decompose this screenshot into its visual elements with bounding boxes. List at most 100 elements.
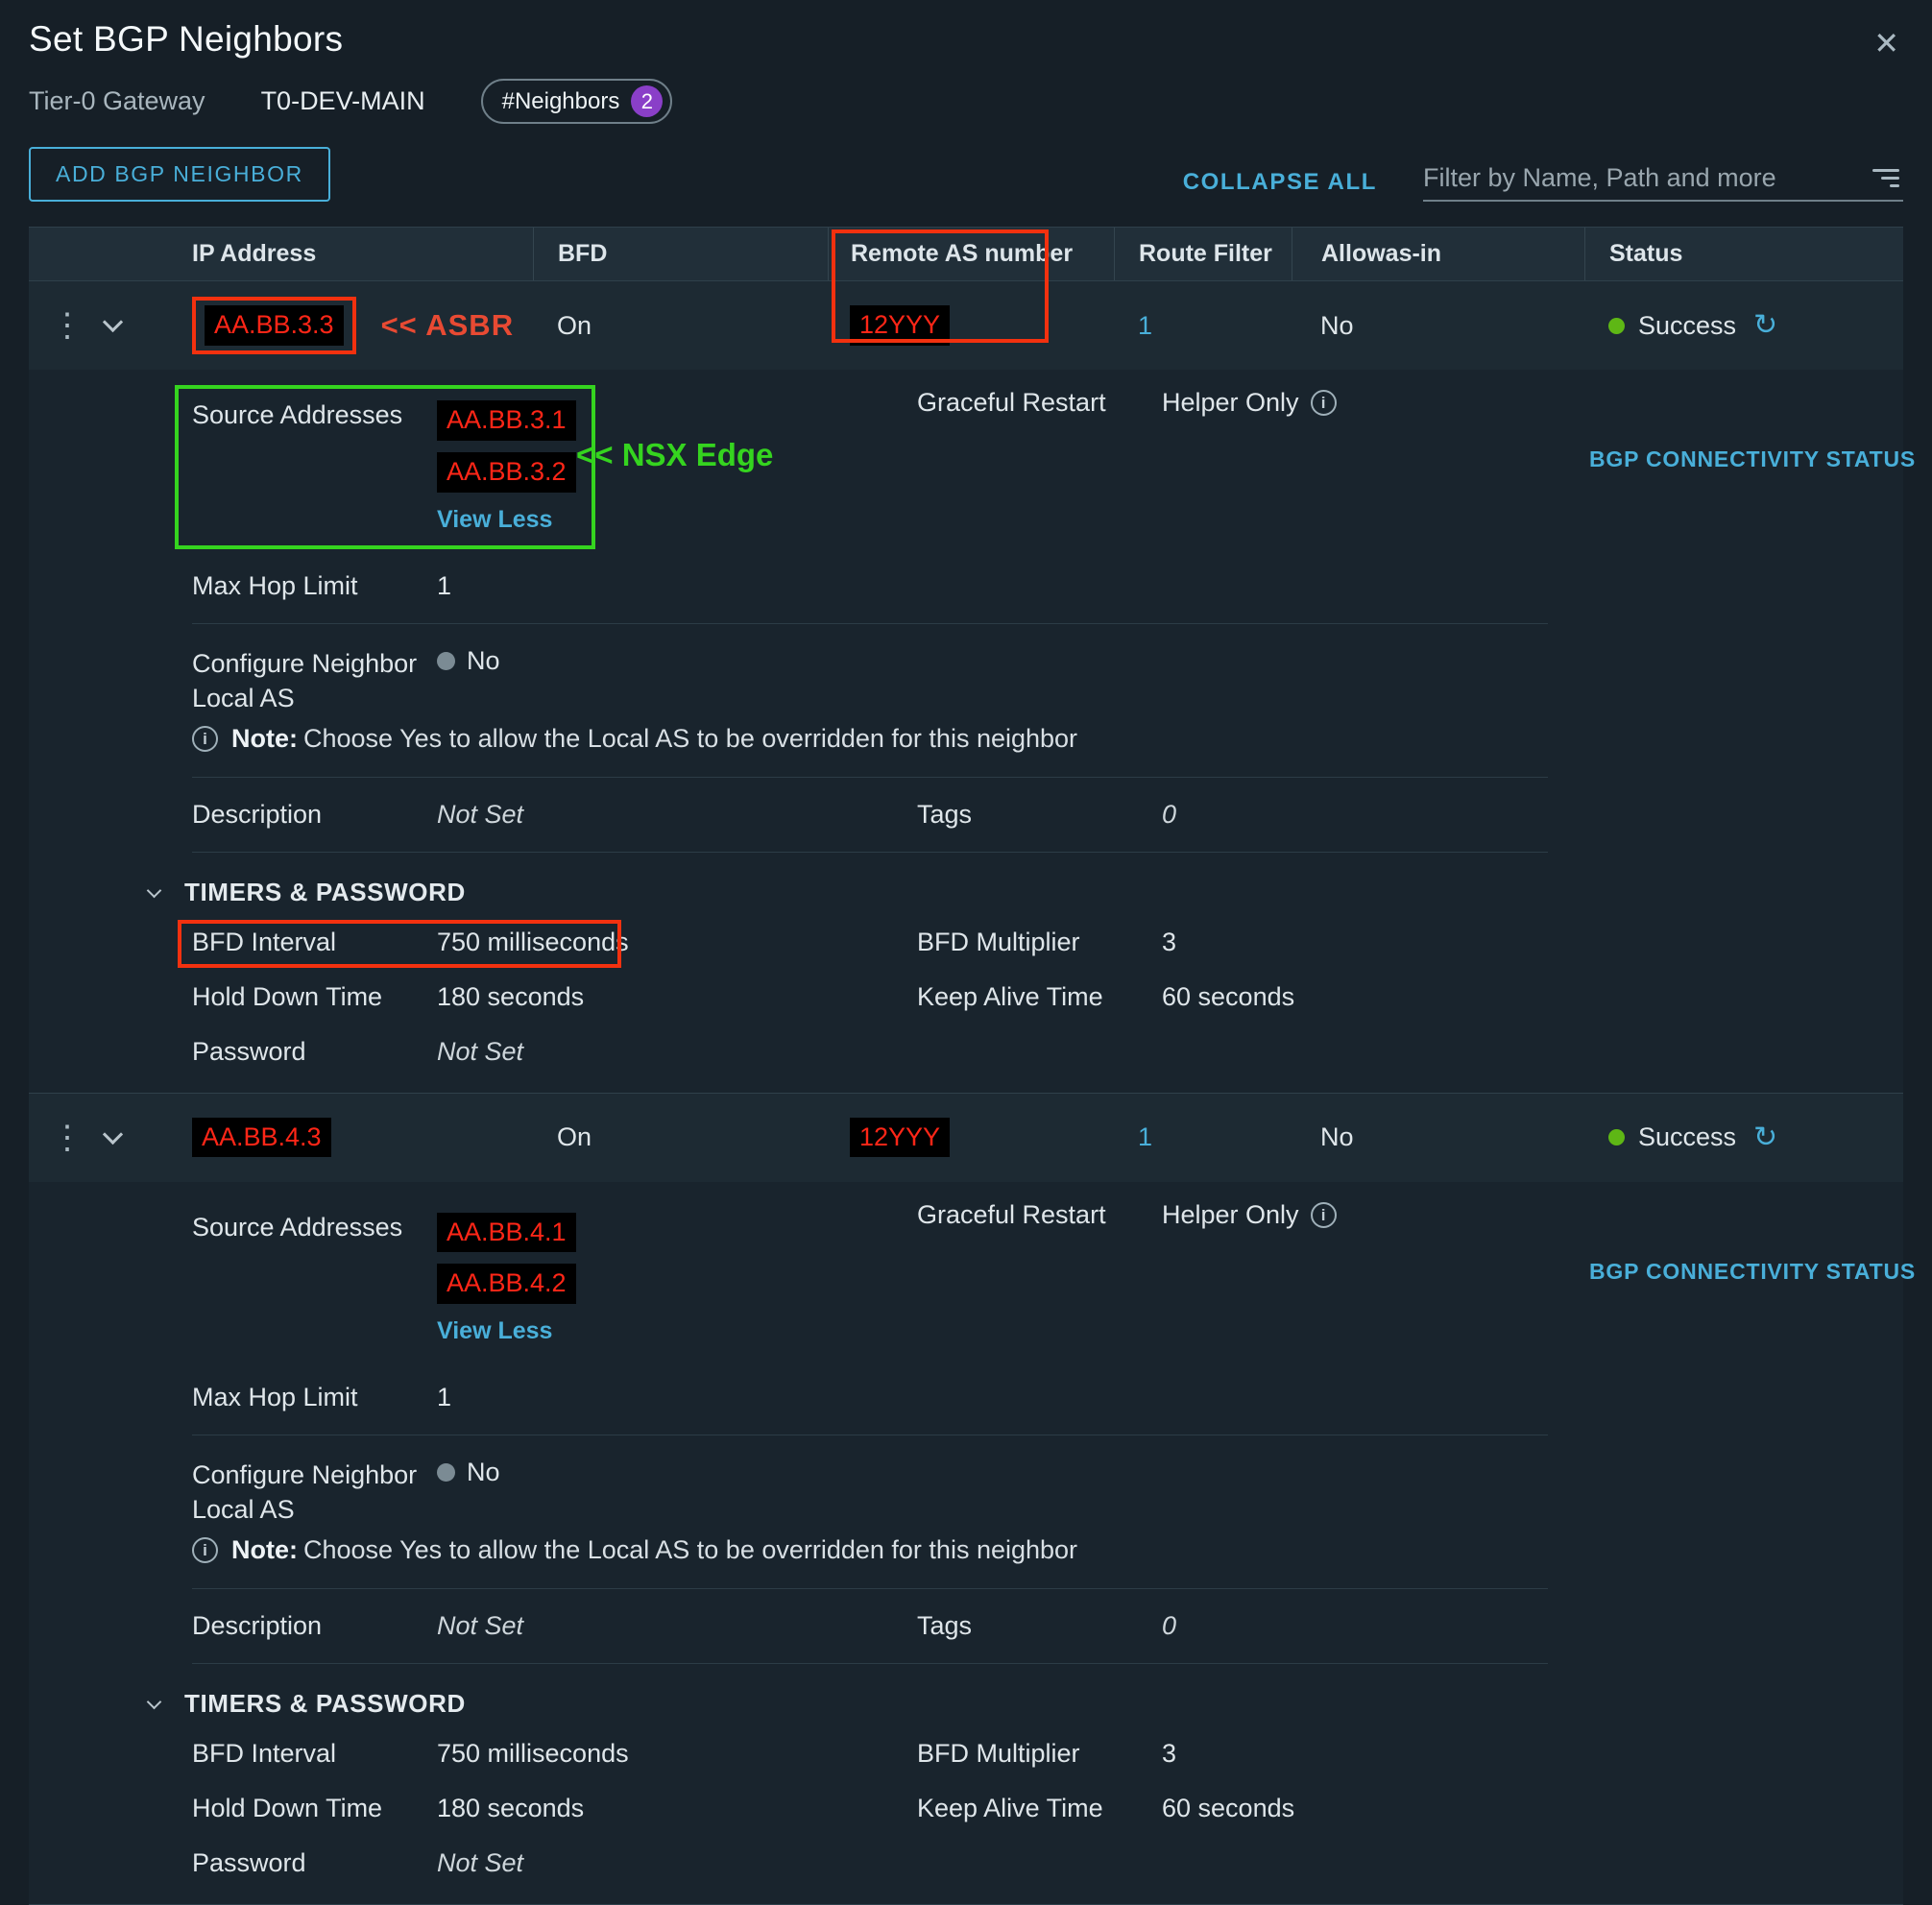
remote-as-value: 12YYY [850, 1117, 951, 1158]
bfd-interval-value: 750 milliseconds [437, 927, 629, 956]
section-chevron-icon[interactable] [146, 882, 162, 898]
info-icon[interactable]: i [1310, 390, 1337, 416]
max-hop-limit-value: 1 [437, 1383, 452, 1411]
row-expand-chevron-icon[interactable] [102, 311, 124, 333]
neighbors-pill[interactable]: #Neighbors 2 [480, 79, 673, 124]
bfd-interval-label: BFD Interval [192, 1739, 337, 1768]
bgp-neighbors-table: IP Address BFD Remote AS number Route Fi… [29, 227, 1915, 1905]
gateway-name: T0-DEV-MAIN [260, 86, 425, 115]
col-header-bfd: BFD [533, 228, 828, 280]
nsx-edge-annotation: << NSX Edge [576, 437, 774, 472]
hold-down-time-label: Hold Down Time [192, 981, 383, 1011]
graceful-restart-label: Graceful Restart [917, 1199, 1106, 1229]
info-icon: i [192, 1537, 218, 1563]
password-label: Password [192, 1036, 306, 1066]
row-menu-kebab-icon[interactable]: ⋮ [51, 1119, 84, 1156]
collapse-all-link[interactable]: COLLAPSE ALL [1182, 169, 1377, 195]
view-less-link[interactable]: View Less [437, 505, 553, 533]
tags-value: 0 [1162, 799, 1177, 829]
graceful-restart-label: Graceful Restart [917, 388, 1106, 417]
row-separator [29, 1092, 1903, 1094]
table-header-row: IP Address BFD Remote AS number Route Fi… [29, 228, 1903, 281]
status-value: Success [1638, 1122, 1737, 1151]
hold-down-time-value: 180 seconds [437, 981, 585, 1011]
row-expand-chevron-icon[interactable] [102, 1123, 124, 1145]
status-refresh-icon[interactable]: ↻ [1753, 309, 1778, 341]
source-addresses-row: Source Addresses AA.BB.3.1 AA.BB.3.2 Vie… [175, 375, 1915, 559]
col-header-allowas-in: Allowas-in [1292, 228, 1584, 280]
max-hop-limit-label: Max Hop Limit [192, 570, 358, 600]
max-hop-limit-value: 1 [437, 570, 452, 600]
bfd-multiplier-value: 3 [1162, 1739, 1177, 1768]
page-title: Set BGP Neighbors [29, 19, 344, 59]
tags-value: 0 [1162, 1611, 1177, 1640]
timers-password-section-header: TIMERS & PASSWORD [146, 862, 1903, 915]
keep-alive-time-label: Keep Alive Time [917, 1794, 1103, 1822]
divider [192, 1588, 1548, 1589]
col-header-remote-as: Remote AS number [828, 228, 1114, 280]
filter-icon[interactable] [1869, 169, 1903, 187]
timers-password-label: TIMERS & PASSWORD [184, 877, 466, 906]
keep-alive-time-value: 60 seconds [1162, 981, 1295, 1011]
graceful-restart-field: Graceful Restart Helper Only i [917, 1200, 1337, 1230]
neighbors-count-badge: 2 [631, 85, 664, 117]
asbr-annotation: << ASBR [380, 308, 515, 342]
configure-local-as-value: No [467, 645, 500, 675]
description-label: Description [192, 799, 323, 829]
password-label: Password [192, 1848, 306, 1877]
configure-local-as-value: No [467, 1458, 500, 1486]
hold-down-time-value: 180 seconds [437, 1794, 585, 1822]
section-chevron-icon[interactable] [146, 1694, 162, 1710]
bgp-connectivity-status-link[interactable]: BGP CONNECTIVITY STATUS [1589, 446, 1917, 471]
source-address-value: AA.BB.3.1 [437, 400, 576, 441]
bfd-multiplier-label: BFD Multiplier [917, 927, 1080, 956]
dialog-header: Set BGP Neighbors ✕ [0, 0, 1932, 63]
source-addresses-label: Source Addresses [192, 400, 403, 429]
add-bgp-neighbor-button[interactable]: ADD BGP NEIGHBOR [29, 147, 330, 202]
source-addresses-row: Source Addresses AA.BB.4.1 AA.BB.4.2 Vie… [192, 1188, 1915, 1371]
bfd-multiplier-value: 3 [1162, 927, 1177, 956]
description-label: Description [192, 1611, 323, 1640]
info-icon[interactable]: i [1310, 1201, 1337, 1228]
filter-input[interactable] [1423, 163, 1869, 193]
close-icon[interactable]: ✕ [1873, 26, 1899, 60]
bfd-interval-label: BFD Interval [192, 927, 337, 956]
bfd-multiplier-label: BFD Multiplier [917, 1739, 1080, 1768]
password-value: Not Set [437, 1848, 524, 1877]
annotation-box-source-addresses: Source Addresses AA.BB.3.1 AA.BB.3.2 Vie… [175, 385, 595, 549]
col-header-ip-address: IP Address [192, 240, 317, 267]
view-less-link[interactable]: View Less [437, 1317, 553, 1344]
tags-label: Tags [917, 799, 973, 829]
neighbor-summary-row: ⋮ AA.BB.4.3 On 12YYY 1 No Success ↻ [29, 1093, 1903, 1182]
source-address-value: AA.BB.4.1 [437, 1212, 576, 1253]
route-filter-link[interactable]: 1 [1138, 310, 1153, 340]
col-header-status: Status [1584, 228, 1903, 280]
status-success-dot [1608, 317, 1625, 334]
route-filter-link[interactable]: 1 [1138, 1122, 1153, 1151]
source-address-value: AA.BB.4.2 [437, 1264, 576, 1304]
tags-label: Tags [917, 1611, 973, 1640]
configure-local-as-label: Configure Neighbor Local AS [192, 648, 418, 712]
bfd-interval-value: 750 milliseconds [437, 1739, 629, 1768]
bgp-connectivity-status-link[interactable]: BGP CONNECTIVITY STATUS [1589, 1258, 1917, 1284]
allowas-in-value: No [1320, 310, 1354, 340]
description-value: Not Set [437, 1611, 524, 1640]
remote-as-value: 12YYY [850, 305, 951, 346]
local-as-note: i Note: Choose Yes to allow the Local AS … [192, 724, 1903, 767]
graceful-restart-value: Helper Only [1162, 1199, 1299, 1229]
status-refresh-icon[interactable]: ↻ [1753, 1121, 1778, 1153]
breadcrumb: Tier-0 Gateway T0-DEV-MAIN #Neighbors 2 [0, 63, 1932, 124]
radio-dot-icon [437, 1463, 455, 1482]
max-hop-limit-label: Max Hop Limit [192, 1383, 358, 1411]
graceful-restart-field: Graceful Restart Helper Only i [917, 388, 1337, 418]
toolbar: ADD BGP NEIGHBOR COLLAPSE ALL [0, 124, 1932, 202]
divider [192, 622, 1548, 624]
info-icon: i [192, 725, 218, 752]
bfd-value: On [557, 310, 592, 340]
divider [192, 776, 1548, 778]
allowas-in-value: No [1320, 1122, 1354, 1151]
keep-alive-time-label: Keep Alive Time [917, 981, 1103, 1011]
neighbor-summary-row: ⋮ AA.BB.3.3 << ASBR On 12YYY 1 No Succes… [29, 281, 1903, 370]
row-menu-kebab-icon[interactable]: ⋮ [51, 307, 84, 344]
password-value: Not Set [437, 1036, 524, 1066]
